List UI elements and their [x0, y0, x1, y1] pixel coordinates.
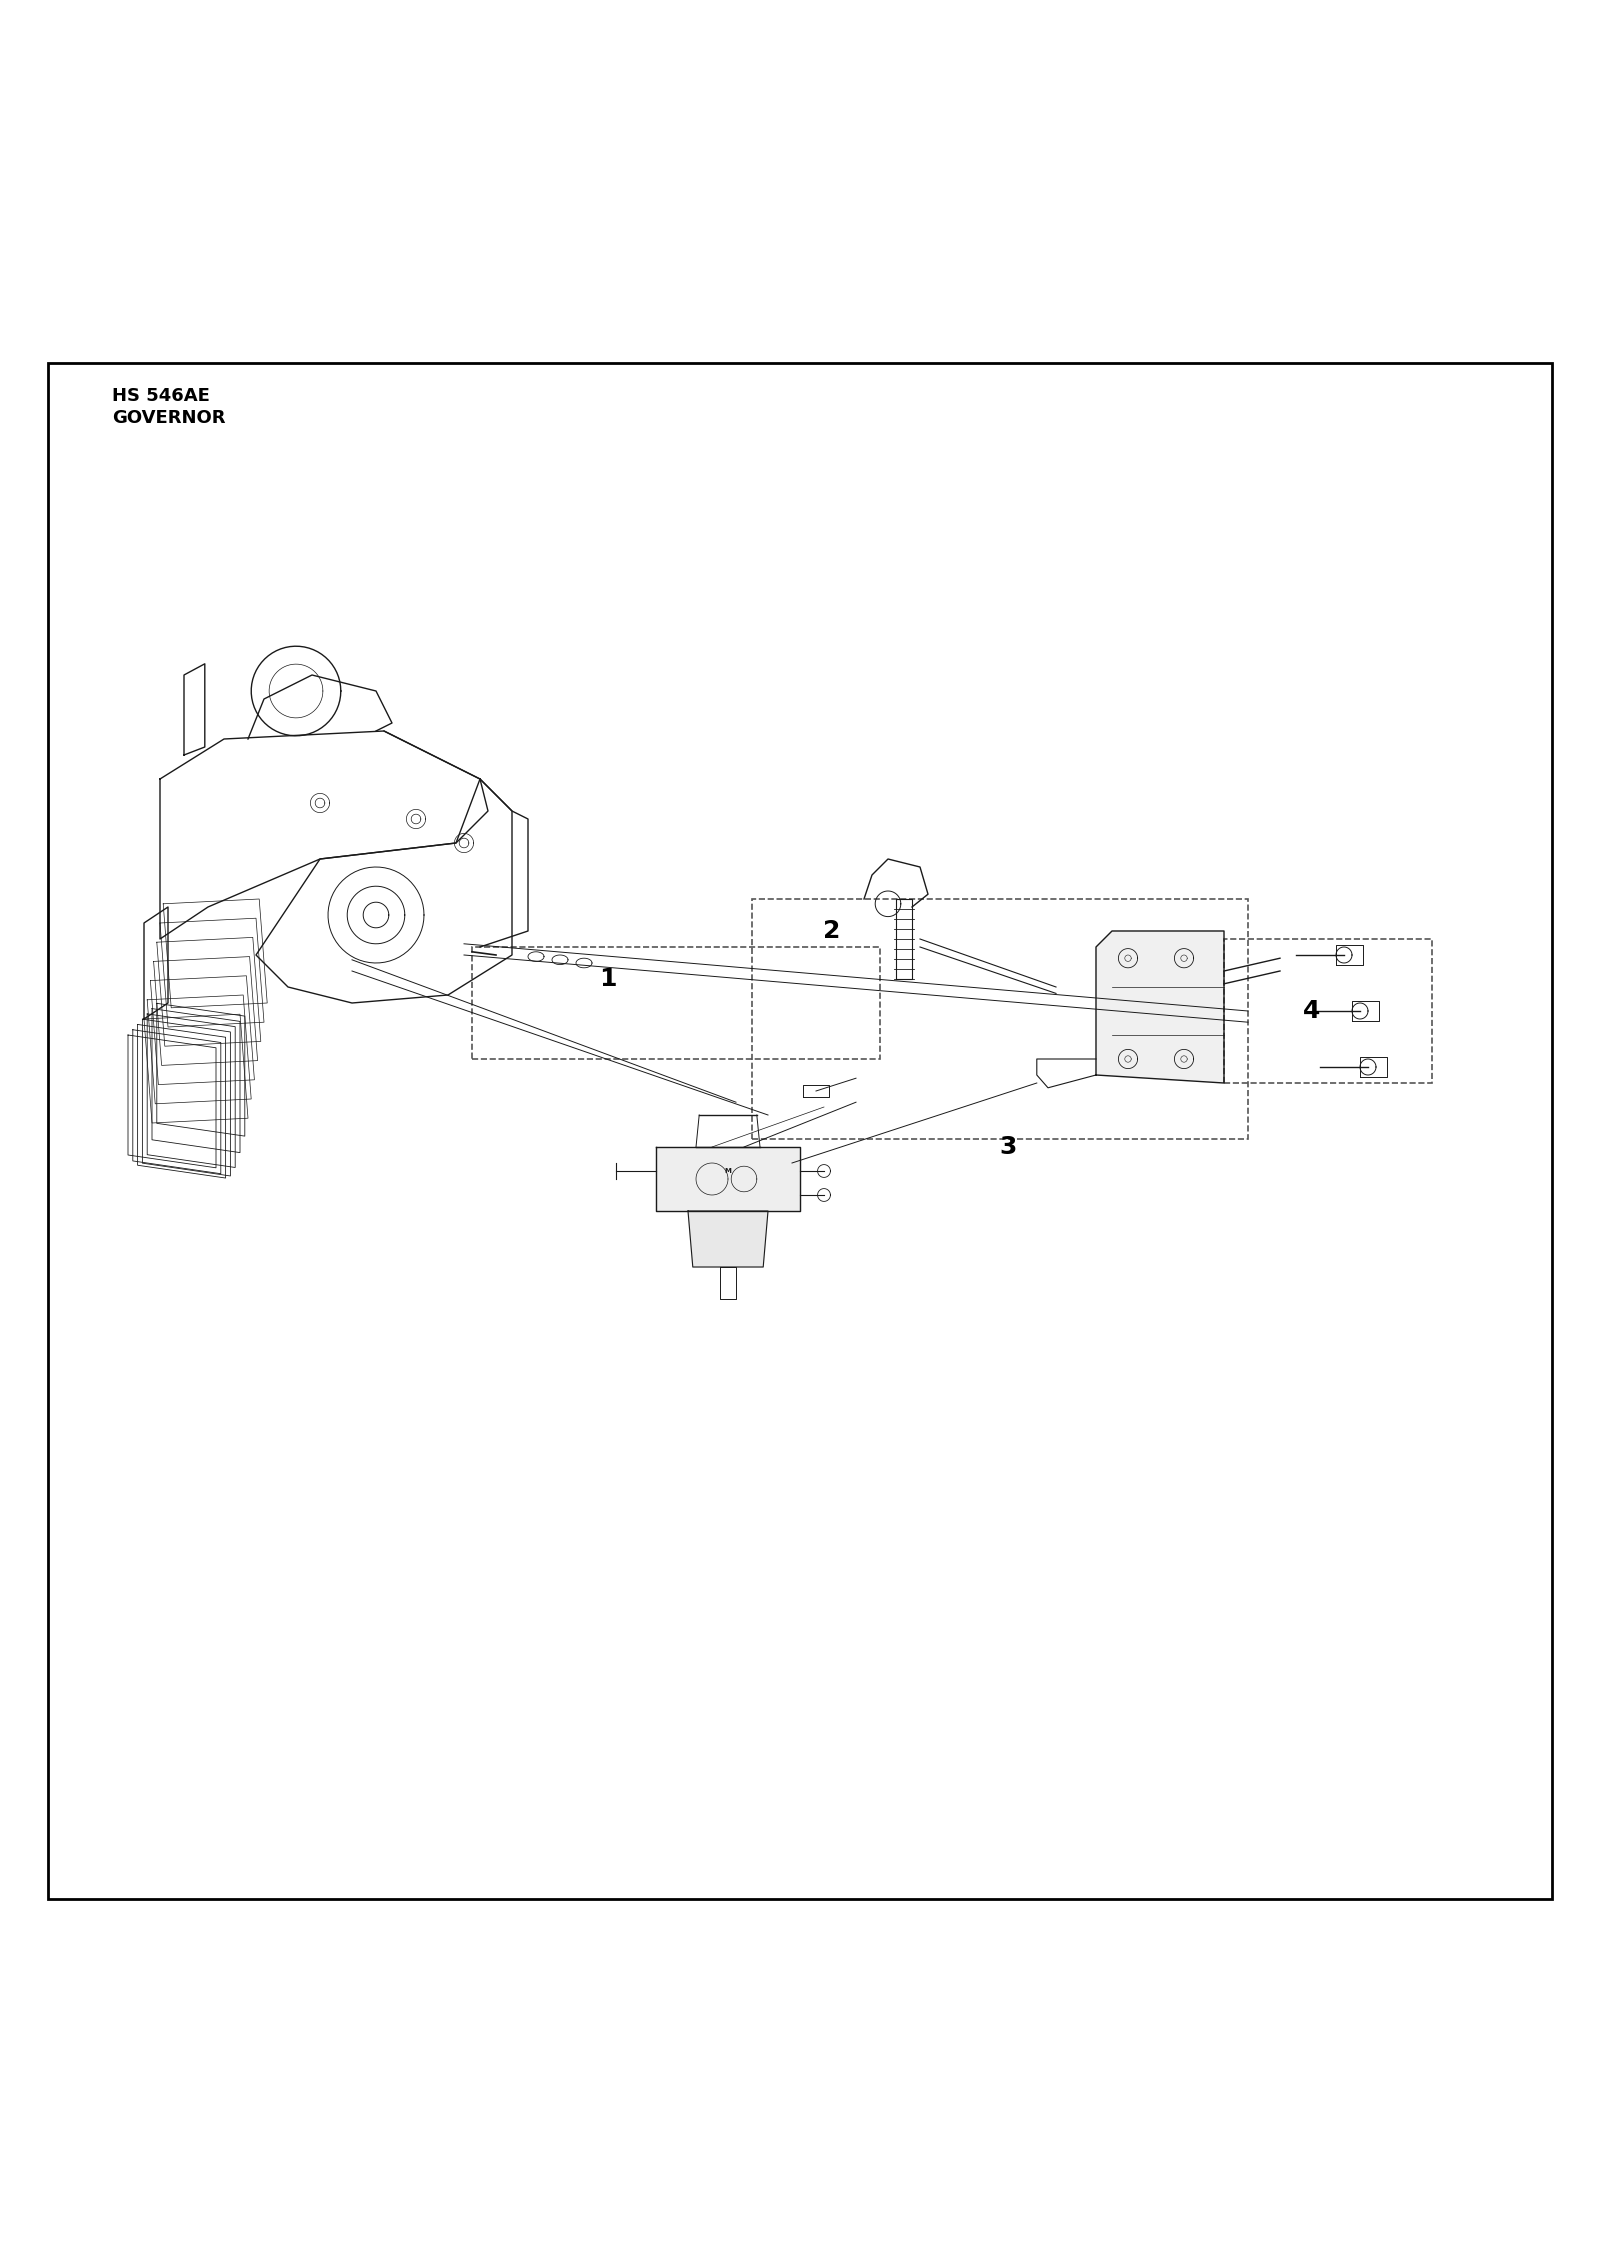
- Polygon shape: [656, 1147, 800, 1210]
- Text: 1: 1: [600, 966, 616, 991]
- Polygon shape: [1096, 932, 1224, 1083]
- Bar: [752, 898, 1248, 1140]
- Text: 3: 3: [1000, 1136, 1016, 1158]
- Text: HS 546AE
GOVERNOR: HS 546AE GOVERNOR: [112, 387, 226, 428]
- Text: M: M: [725, 1167, 731, 1174]
- Bar: [1224, 939, 1432, 1083]
- Text: 4: 4: [1304, 1000, 1320, 1022]
- Polygon shape: [688, 1210, 768, 1267]
- Bar: [472, 948, 880, 1059]
- Text: 2: 2: [824, 918, 840, 943]
